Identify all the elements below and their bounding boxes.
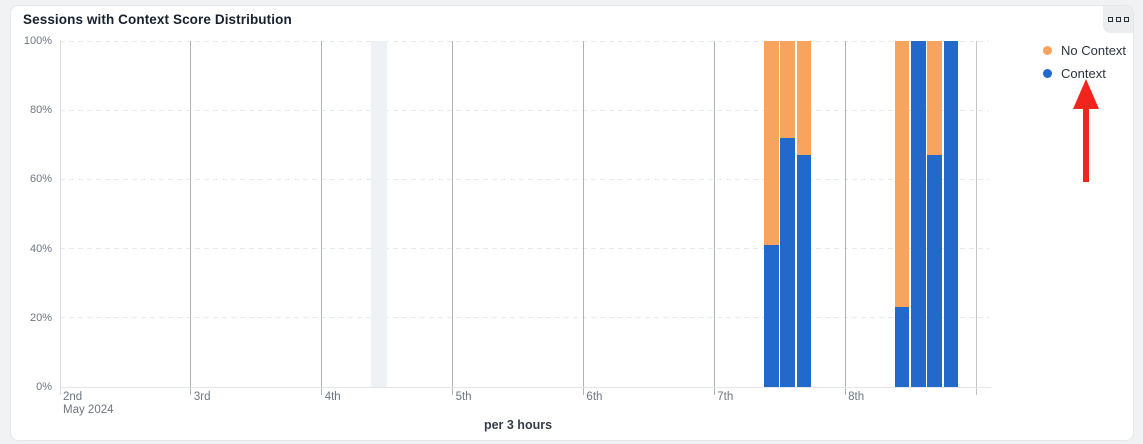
bar-segment-context[interactable]	[780, 137, 795, 387]
y-axis-labels: 0% 20% 40% 60% 80% 100%	[11, 35, 55, 393]
y-tick-label: 60%	[29, 173, 52, 186]
legend-label: No Context	[1061, 43, 1127, 58]
arrow-shaft	[1083, 108, 1089, 182]
bar-segment-no-context[interactable]	[894, 41, 910, 308]
day-gridline	[844, 41, 846, 395]
ellipsis-squares-icon	[1107, 17, 1129, 22]
stacked-bar[interactable]	[911, 41, 926, 387]
legend-label: Context	[1061, 66, 1106, 81]
stacked-bar[interactable]	[894, 41, 910, 387]
day-gridline	[582, 41, 584, 395]
x-tick-label: 6th	[586, 391, 603, 403]
bar-segment-no-context[interactable]	[927, 41, 943, 156]
day-gridline	[975, 41, 977, 395]
bar-segment-context[interactable]	[927, 155, 943, 387]
highlight-band	[370, 41, 388, 387]
bar-segment-no-context[interactable]	[780, 41, 795, 138]
x-tick-label: 3rd	[193, 391, 211, 403]
x-tick-label: 8th	[848, 391, 865, 403]
bar-segment-no-context[interactable]	[796, 41, 812, 156]
day-gridline	[59, 41, 61, 395]
y-tick-label: 100%	[23, 35, 52, 47]
y-tick-label: 20%	[29, 311, 52, 324]
x-axis-month-label: May 2024	[63, 404, 114, 416]
x-axis-unit-label: per 3 hours	[483, 418, 553, 432]
stacked-bar[interactable]	[763, 41, 779, 387]
bar-segment-context[interactable]	[894, 307, 910, 387]
y-gridline	[60, 178, 989, 180]
bar-segment-context[interactable]	[796, 155, 812, 387]
bar-segment-context[interactable]	[763, 245, 779, 387]
x-tick-label: 2nd	[63, 391, 83, 403]
bar-segment-context[interactable]	[943, 41, 959, 387]
day-gridline	[190, 41, 192, 395]
legend-item-no-context[interactable]: No Context	[1043, 39, 1126, 62]
y-tick-label: 80%	[29, 104, 52, 117]
day-gridline	[452, 41, 454, 395]
x-tick-label: 5th	[455, 391, 472, 403]
stacked-bar[interactable]	[927, 41, 943, 387]
x-tick-label: 7th	[717, 391, 734, 403]
y-tick-label: 40%	[29, 242, 52, 255]
chart-title: Sessions with Context Score Distribution	[23, 12, 292, 27]
day-gridline	[321, 41, 323, 395]
bar-segment-no-context[interactable]	[763, 41, 779, 246]
x-axis-baseline	[60, 387, 991, 388]
y-gridline	[60, 109, 989, 111]
y-gridline	[60, 40, 989, 42]
y-tick-label: 0%	[36, 381, 52, 393]
stacked-bar[interactable]	[780, 41, 795, 387]
day-gridline	[713, 41, 715, 395]
stacked-bar[interactable]	[943, 41, 959, 387]
stacked-bar[interactable]	[796, 41, 812, 387]
no-context-dot-icon	[1043, 46, 1052, 55]
chart-legend: No Context Context	[1043, 39, 1126, 85]
widget-menu-button[interactable]	[1103, 6, 1133, 33]
plot-area: 2nd May 2024 3rd 4th 5th 6th 7th 8th	[59, 40, 991, 416]
context-dot-icon	[1043, 69, 1052, 78]
bar-segment-context[interactable]	[911, 41, 926, 387]
y-gridline	[60, 317, 989, 319]
y-gridline	[60, 248, 989, 250]
x-tick-label: 4th	[324, 391, 341, 403]
chart-card: Sessions with Context Score Distribution…	[10, 5, 1134, 441]
red-up-arrow-annotation	[1073, 79, 1099, 182]
legend-item-context[interactable]: Context	[1043, 62, 1126, 85]
